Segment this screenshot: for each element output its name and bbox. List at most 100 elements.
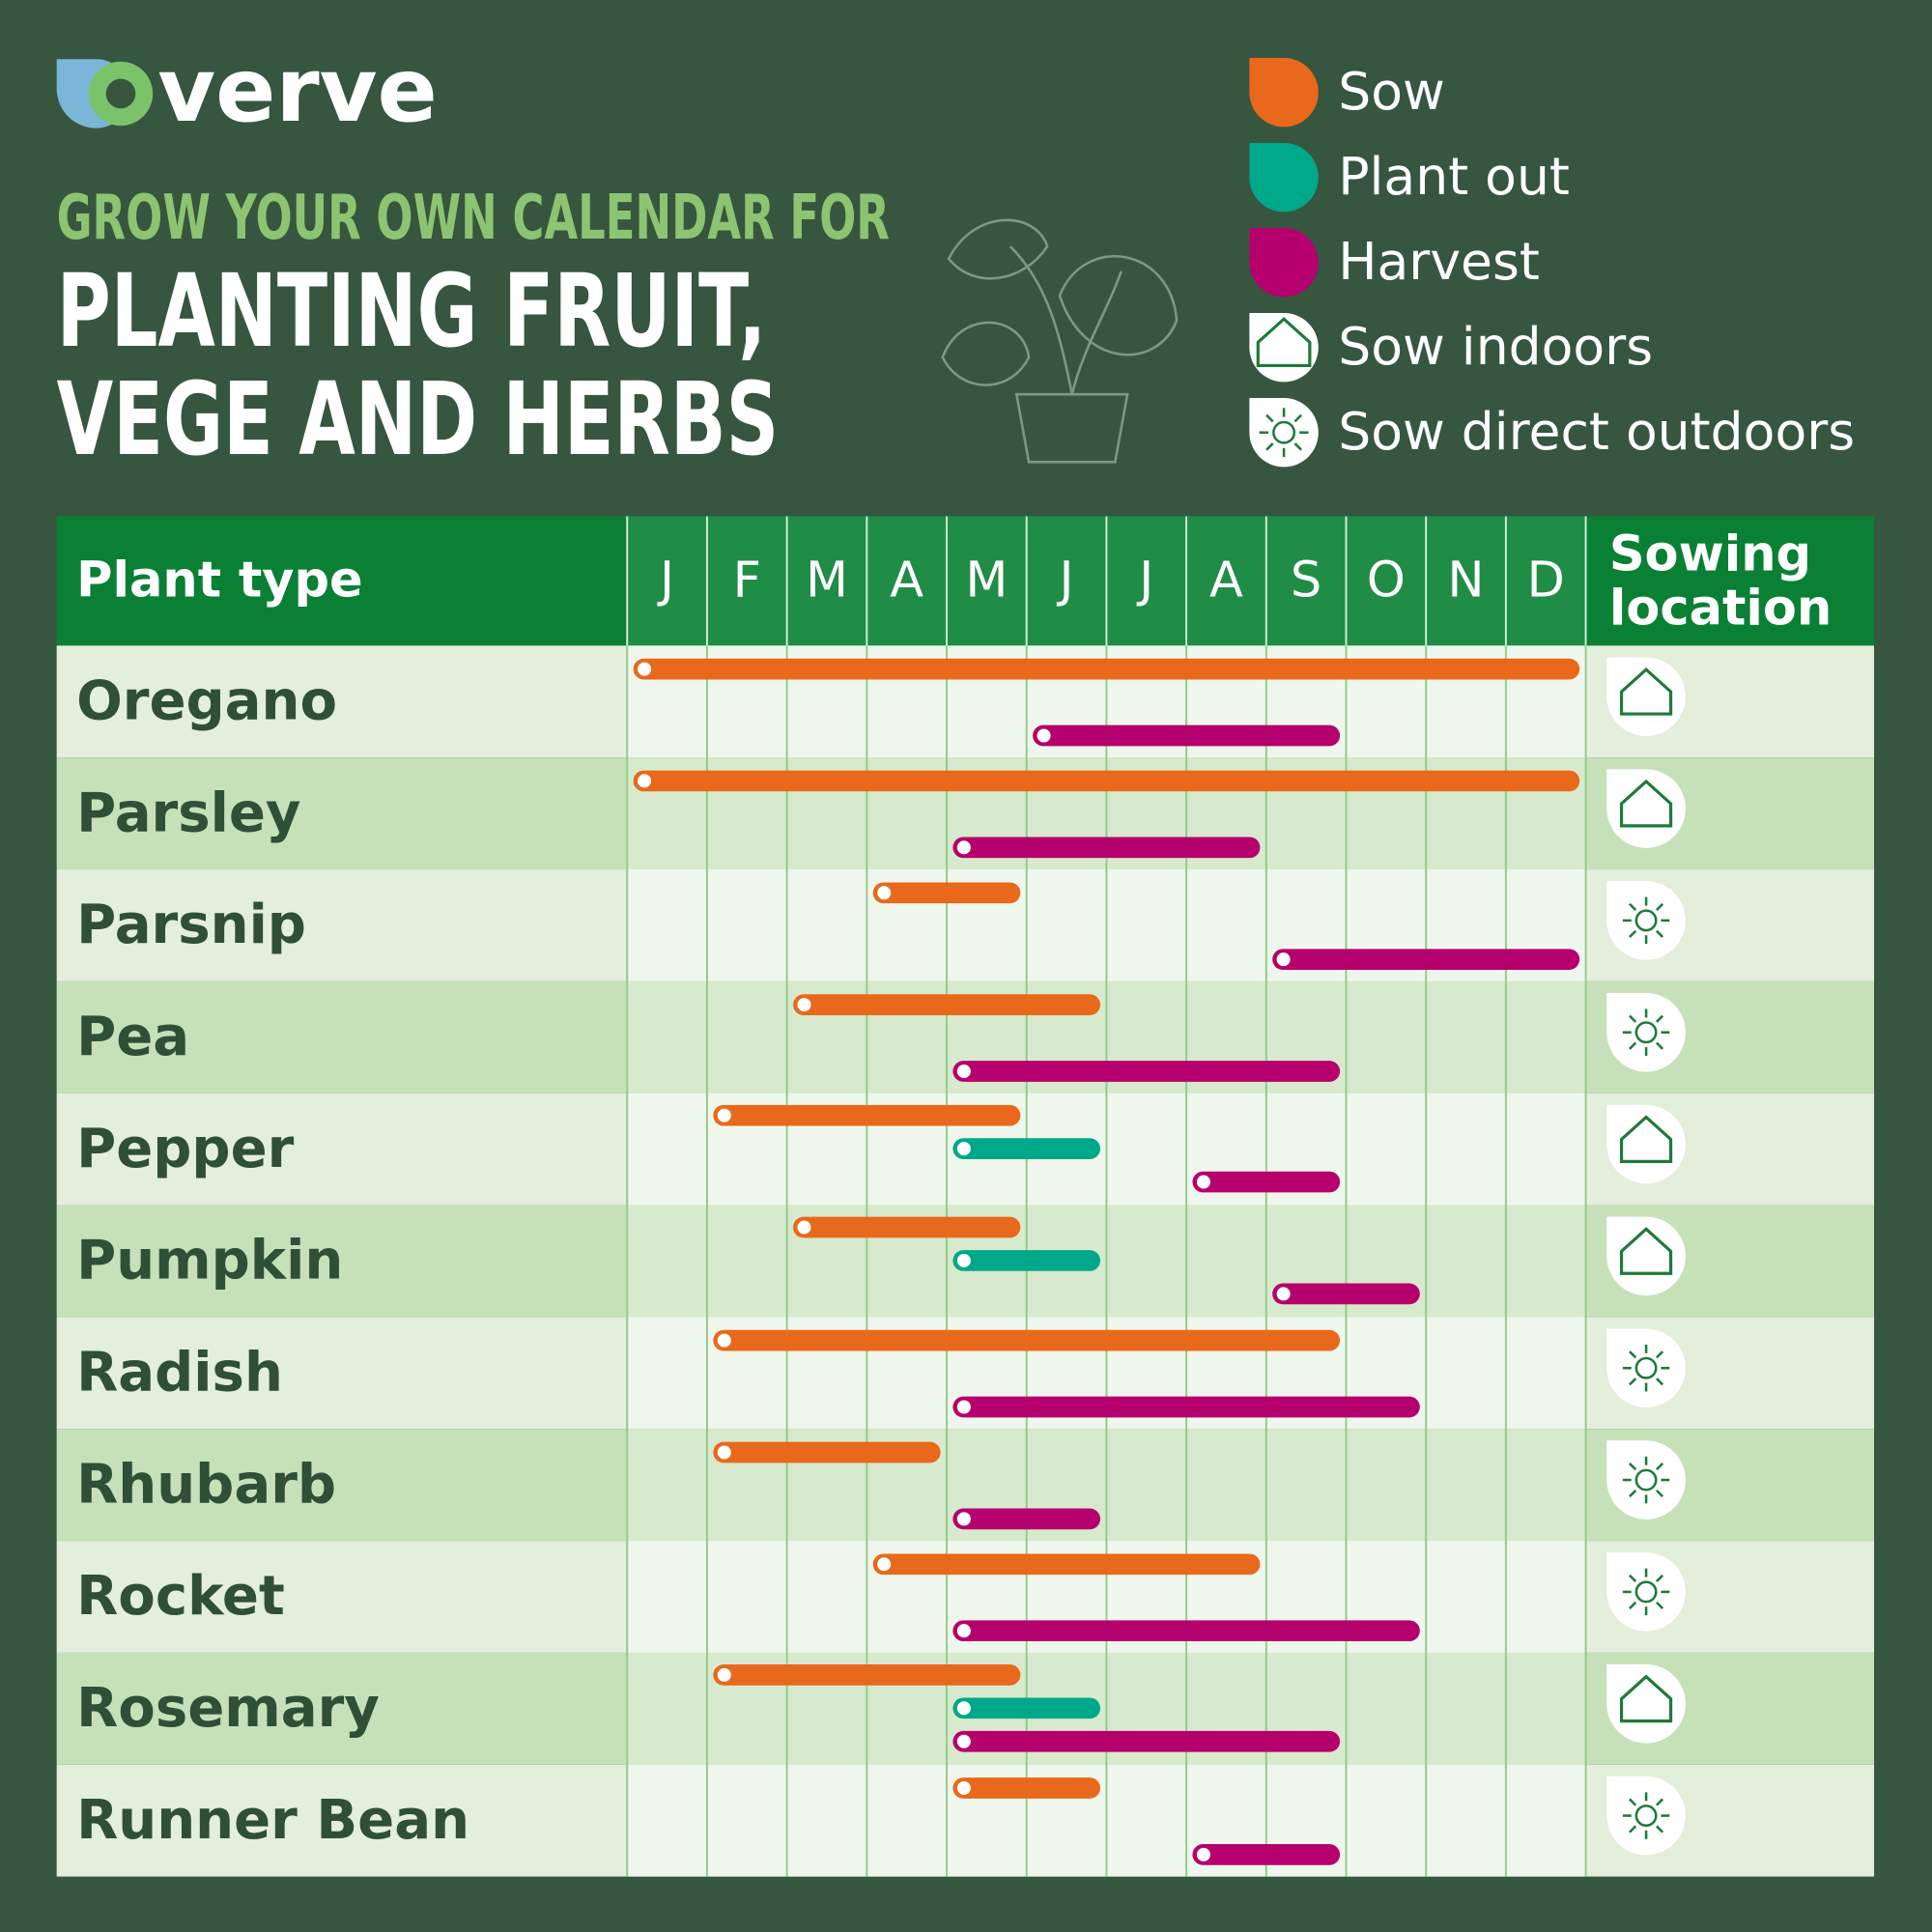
sun-ray — [1656, 1350, 1664, 1359]
sun-ray — [1656, 1601, 1664, 1609]
sun-ray — [1656, 1489, 1664, 1498]
plant-name: Runner Bean — [76, 1789, 469, 1852]
sun-ray — [1629, 1489, 1637, 1498]
bar — [952, 1138, 1101, 1159]
bar-cap — [797, 998, 811, 1012]
sun-ray — [1656, 1798, 1664, 1806]
sun-icon — [1634, 1804, 1658, 1828]
bar-cap — [1276, 1287, 1291, 1301]
location-icon — [1606, 1663, 1686, 1744]
location-blob — [1606, 1216, 1686, 1296]
location-icon — [1606, 657, 1686, 737]
bar — [793, 1216, 1021, 1238]
bar-cap — [717, 1333, 731, 1348]
location-icon — [1606, 1440, 1686, 1520]
location-blob — [1606, 1104, 1686, 1184]
bar — [1192, 1171, 1341, 1193]
house-icon — [1619, 1115, 1673, 1163]
location-icon — [1606, 1216, 1686, 1296]
bar-cap — [956, 1701, 971, 1716]
legend-swatch — [1249, 142, 1319, 213]
bar — [952, 1697, 1101, 1719]
plant-name: Rhubarb — [76, 1453, 336, 1516]
legend-item — [1249, 57, 1319, 128]
sun-ray — [1629, 929, 1637, 938]
logo: verve — [157, 39, 438, 142]
bar-cap — [956, 840, 971, 855]
kicker: GROW YOUR OWN CALENDAR FOR — [57, 183, 890, 254]
sun-ray — [1656, 929, 1664, 938]
title-line: PLANTING FRUIT, — [57, 252, 767, 370]
sun-ray — [1629, 1378, 1637, 1386]
month-label: D — [1527, 552, 1565, 609]
bar-cap — [956, 1624, 971, 1638]
bar-cap — [956, 1734, 971, 1748]
location-blob — [1606, 1440, 1686, 1520]
plant-name: Pumpkin — [76, 1230, 343, 1293]
header-cell: Plant type — [76, 552, 363, 609]
plant-name: Pea — [76, 1006, 189, 1068]
month-label: M — [965, 552, 1008, 609]
sun-ray — [1629, 1350, 1637, 1359]
sun-ray — [1629, 1574, 1637, 1582]
sun-icon — [1634, 1580, 1658, 1604]
bar-cap — [638, 774, 652, 788]
house-icon — [1619, 1227, 1673, 1275]
legend: Sow Plant out Harvest Sow indoors Sow direct… — [1249, 57, 1855, 468]
bar-cap — [717, 1445, 731, 1460]
bar-cap — [1276, 952, 1291, 967]
header-cell: Sowing location — [1608, 526, 1833, 638]
title-line: VEGE AND HERBS — [57, 360, 779, 478]
legend-label: Plant out — [1338, 146, 1570, 207]
pot — [1014, 392, 1129, 464]
bar — [952, 1396, 1420, 1418]
bar — [872, 1553, 1261, 1576]
stem — [1009, 245, 1122, 395]
bar — [633, 658, 1580, 680]
legend-item — [1249, 142, 1319, 213]
location-icon — [1606, 1328, 1686, 1408]
leaf — [1058, 255, 1179, 356]
sun-ray — [1656, 1014, 1664, 1023]
month-label: M — [806, 552, 848, 609]
sun-ray — [1629, 902, 1637, 911]
bar-cap — [956, 1400, 971, 1414]
plant-name: Pepper — [76, 1118, 295, 1180]
logo-mark — [56, 59, 154, 128]
legend-label: Sow indoors — [1338, 316, 1653, 377]
bar — [1033, 724, 1341, 747]
bar — [872, 882, 1021, 904]
legend-item — [1249, 397, 1319, 468]
bar-cap — [877, 886, 892, 900]
sun-ray — [1629, 1041, 1637, 1050]
sun-ray — [1656, 1463, 1664, 1471]
sun-ray — [1656, 1825, 1664, 1833]
legend-swatch — [1249, 312, 1319, 383]
bar-cap — [956, 1064, 971, 1079]
bar — [952, 1730, 1341, 1752]
leaf — [941, 321, 1031, 386]
location-icon — [1606, 769, 1686, 848]
sun-ray — [1629, 1463, 1637, 1471]
bar-cap — [1196, 1847, 1210, 1861]
bar-cap — [1037, 728, 1051, 743]
legend-label: Sow — [1338, 61, 1445, 122]
month-label: J — [1136, 552, 1153, 609]
bar — [952, 837, 1261, 859]
plant-name: Rosemary — [76, 1677, 380, 1740]
bar — [952, 1250, 1101, 1271]
house-icon — [1256, 317, 1312, 368]
bar — [952, 1620, 1420, 1642]
bar — [952, 1508, 1101, 1530]
sun-icon — [1634, 1356, 1658, 1379]
bar — [633, 770, 1580, 792]
sun-ray — [1656, 1574, 1664, 1582]
bar-cap — [1196, 1175, 1210, 1189]
sun-icon — [1272, 420, 1296, 444]
month-label: F — [733, 552, 761, 609]
plant-name: Rocket — [76, 1565, 285, 1628]
location-blob — [1606, 1663, 1686, 1744]
sun-icon — [1634, 909, 1658, 932]
